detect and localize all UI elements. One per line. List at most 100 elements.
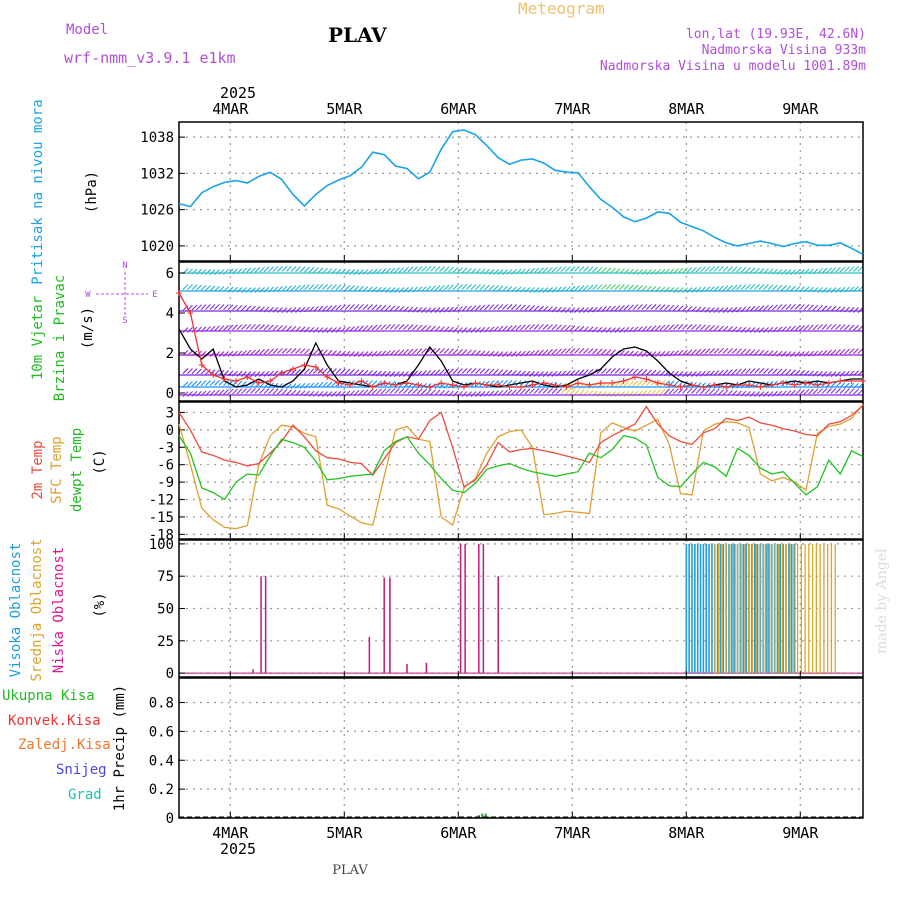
- wind-barb: [389, 371, 396, 377]
- wind-barb: [403, 324, 409, 330]
- wind-barb: [250, 324, 256, 330]
- wind-barb: [236, 324, 243, 331]
- wind-barb: [286, 285, 292, 292]
- wind-barb: [727, 369, 733, 375]
- wind-barb: [650, 304, 657, 310]
- wind-barb: [218, 304, 225, 310]
- wind-barb: [385, 287, 391, 293]
- wind-barb: [250, 371, 256, 377]
- wind-barb: [605, 267, 612, 274]
- wind-barb: [628, 304, 634, 311]
- wind-barb: [848, 388, 855, 395]
- wind-barb: [736, 284, 742, 291]
- wind-barb: [497, 304, 504, 310]
- wind-barb: [502, 325, 508, 332]
- wind-barb: [214, 369, 220, 376]
- wind-barb: [736, 348, 742, 355]
- wind-barb: [533, 371, 540, 377]
- wind-barb: [268, 324, 274, 331]
- wind-barb: [254, 371, 261, 377]
- model-name: wrf-nmm_v3.9.1 e1km: [64, 49, 236, 67]
- wind-barb: [821, 388, 828, 394]
- wind-barb: [182, 368, 189, 374]
- wind-panel: 6 4 2 0 10m Vjetar Brzina i Pravac (m/s) N …: [30, 261, 866, 402]
- wind-barb: [448, 266, 454, 273]
- wind-barb: [821, 371, 828, 377]
- wind-barb: [412, 388, 418, 395]
- wind-barb: [830, 388, 837, 394]
- wind-barb: [227, 324, 234, 331]
- wind-barb: [403, 371, 409, 377]
- wind-barb: [434, 348, 441, 354]
- wind-barb: [187, 284, 193, 291]
- y-tick-label: 1038: [140, 130, 174, 146]
- wind-barb: [812, 388, 819, 395]
- compass-rose: N W E S: [85, 261, 157, 326]
- wind-barb: [839, 266, 846, 273]
- wind-barb: [659, 350, 666, 357]
- wind-barb: [191, 368, 198, 375]
- wind-barb: [601, 284, 607, 290]
- pressure-grid: [179, 122, 863, 261]
- wind-barb: [196, 284, 202, 291]
- wind-barb: [673, 287, 679, 293]
- y-tick-label: 3: [166, 405, 174, 421]
- wind-barb: [808, 304, 814, 311]
- wind-barb: [497, 269, 504, 275]
- wind-barb: [826, 305, 832, 312]
- wind-barb: [655, 304, 661, 310]
- wind-barb: [187, 391, 193, 397]
- wind-barb: [502, 304, 508, 310]
- wind-barb: [556, 266, 562, 273]
- wind-barb: [457, 267, 463, 273]
- wind-barb: [848, 348, 855, 355]
- wind-barb: [578, 348, 585, 354]
- wind-barb: [772, 284, 778, 291]
- wind-speed-marker: [404, 380, 410, 386]
- wind-barb: [407, 388, 414, 394]
- wind-barb: [205, 269, 211, 275]
- wind-unit: (m/s): [80, 307, 96, 349]
- wind-barb: [281, 325, 288, 332]
- wind-barb: [398, 287, 405, 293]
- wind-barb: [754, 368, 760, 374]
- wind-barb: [524, 304, 531, 311]
- wind-barb: [655, 269, 661, 275]
- wind-barb: [214, 285, 220, 292]
- wind-barb: [664, 304, 670, 311]
- wind-speed-marker: [449, 382, 456, 388]
- wind-barb: [394, 388, 400, 394]
- wind-barb: [466, 305, 472, 312]
- wind-barb: [367, 304, 373, 310]
- wind-barb: [574, 325, 580, 332]
- wind-speed-marker: [518, 384, 524, 390]
- wind-barb: [475, 368, 481, 374]
- wind-barb: [542, 287, 549, 293]
- wind-barb: [848, 324, 855, 331]
- wind-barb: [200, 284, 207, 291]
- wind-barb: [592, 348, 598, 355]
- wind-barb: [520, 324, 526, 331]
- wind-speed-marker: [461, 384, 467, 390]
- wind-barb: [713, 285, 720, 292]
- wind-barb: [803, 388, 810, 395]
- wind-barb: [551, 388, 558, 394]
- wind-barb: [470, 368, 477, 374]
- wind-barb: [425, 307, 432, 313]
- wind-barb: [286, 325, 292, 332]
- lonlat-label: lon,lat (19.93E, 42.6N): [686, 27, 866, 42]
- wind-barb: [781, 304, 787, 310]
- wind-barb: [385, 371, 391, 377]
- x-day-label-bottom: 9MAR: [782, 824, 819, 842]
- wind-barb: [839, 348, 846, 355]
- wind-barb: [533, 324, 540, 330]
- wind-barb: [722, 383, 729, 389]
- wind-barb: [389, 287, 396, 293]
- wind-barb: [389, 388, 396, 394]
- wind-barb: [295, 348, 301, 354]
- wind-barb: [439, 369, 445, 375]
- wind-barb: [731, 368, 738, 375]
- wind-speed-marker: [825, 380, 832, 386]
- wind-barb: [488, 284, 495, 291]
- wind-barb: [817, 371, 823, 377]
